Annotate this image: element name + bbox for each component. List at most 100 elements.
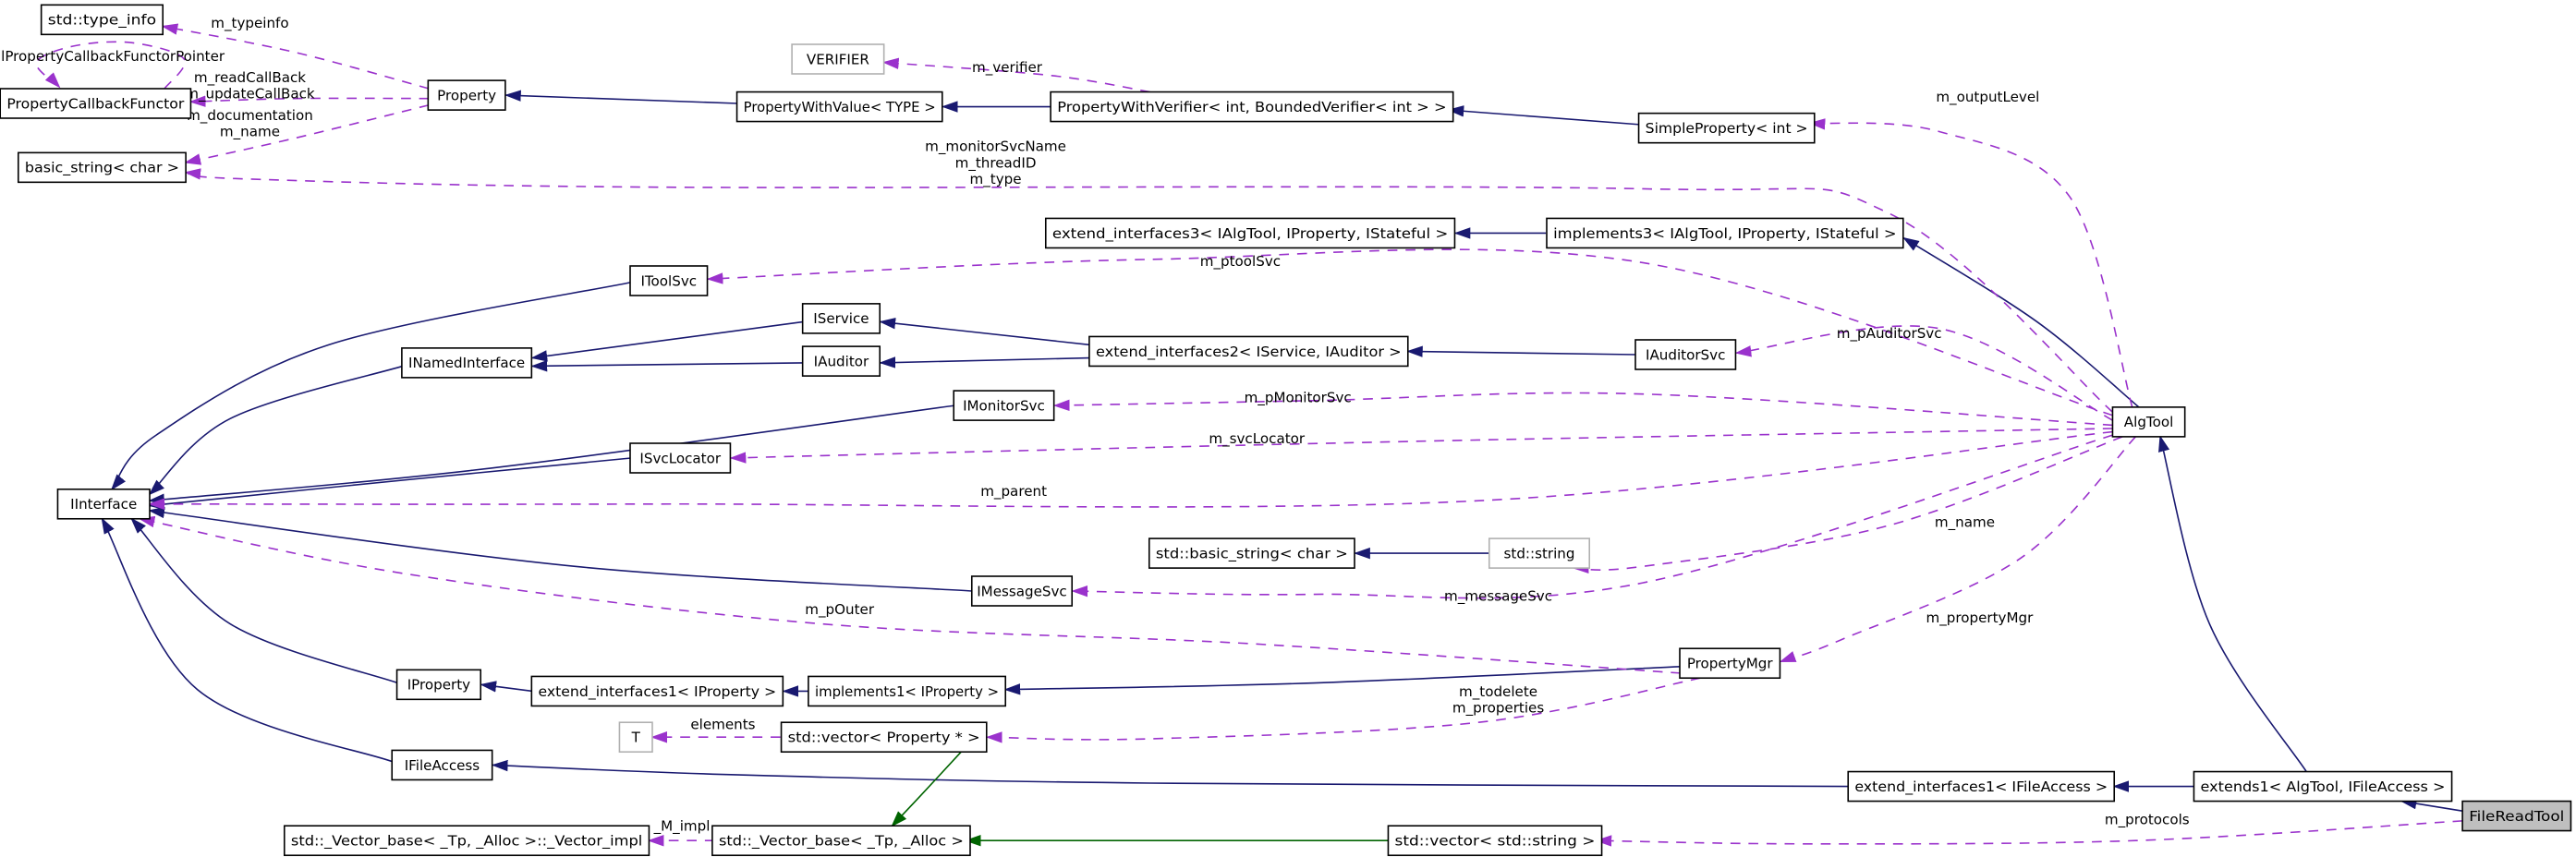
node-label-itoolsvc: IToolSvc	[640, 272, 697, 289]
node-vb[interactable]: std::_Vector_base< _Tp, _Alloc >	[711, 825, 971, 857]
node-imonitorsvc[interactable]: IMonitorSvc	[953, 390, 1055, 421]
node-std_basic_string[interactable]: std::basic_string< char >	[1148, 537, 1355, 569]
node-iproperty[interactable]: IProperty	[395, 669, 482, 701]
node-ifileaccess[interactable]: IFileAccess	[391, 749, 493, 781]
node-ei1p[interactable]: extend_interfaces1< IProperty >	[530, 675, 784, 707]
edge-algtool-uses-imessagesvc	[1071, 434, 2113, 599]
node-box-vec_string[interactable]	[1387, 825, 1603, 857]
node-ext1[interactable]: extends1< AlgTool, IFileAccess >	[2193, 770, 2453, 803]
node-box-ei2[interactable]	[1088, 335, 1409, 368]
node-prop_cb[interactable]: PropertyCallbackFunctor	[0, 88, 192, 119]
edge-propertymgr-uses-vecprop	[985, 677, 1701, 743]
node-isvclocator[interactable]: ISvcLocator	[629, 442, 732, 474]
node-pwverif[interactable]: PropertyWithVerifier< int, BoundedVerifi…	[1050, 91, 1454, 123]
node-iauditor[interactable]: IAuditor	[801, 345, 881, 377]
node-label-prop_cb: PropertyCallbackFunctor	[6, 95, 185, 112]
node-box-ifileaccess[interactable]	[391, 749, 493, 781]
node-box-prop_cb[interactable]	[0, 88, 192, 119]
node-label-iservice: IService	[813, 310, 869, 327]
edge-label: m_monitorSvcName	[925, 139, 1066, 156]
node-ei2[interactable]: extend_interfaces2< IService, IAuditor >	[1088, 335, 1409, 368]
edge-algtool-uses-imonitorsvc	[1052, 392, 2113, 427]
node-box-iauditor[interactable]	[801, 345, 881, 377]
node-box-ei1f[interactable]	[1847, 770, 2116, 803]
node-box-itoolsvc[interactable]	[629, 265, 709, 296]
node-impl1p[interactable]: implements1< IProperty >	[808, 675, 1007, 707]
node-box-vb[interactable]	[711, 825, 971, 857]
edge-filereadtool-uses-vecstring	[1595, 820, 2463, 847]
edge-algtool-uses-stdstring	[1572, 436, 2123, 573]
node-box-algtool[interactable]	[2111, 406, 2186, 438]
node-box-vb_impl[interactable]	[283, 825, 650, 857]
edge-label: m_name	[1935, 514, 1995, 532]
node-box-imonitorsvc[interactable]	[953, 390, 1055, 421]
edge-filereadtool-inherits-ext1	[2400, 797, 2463, 813]
node-box-iservice[interactable]	[801, 303, 881, 334]
edge-isvclocator-inherits-iinterface	[148, 457, 631, 511]
node-label-type_info: std::type_info	[48, 12, 156, 30]
node-ei3[interactable]: extend_interfaces3< IAlgTool, IProperty,…	[1044, 217, 1456, 249]
node-propertymgr[interactable]: PropertyMgr	[1679, 647, 1781, 680]
edge-label: _M_impl	[653, 818, 711, 836]
node-box-impl3[interactable]	[1546, 217, 1904, 249]
node-t_box[interactable]: T	[618, 721, 653, 754]
node-box-pwv[interactable]	[735, 91, 943, 123]
node-filereadtool[interactable]: FileReadTool	[2461, 800, 2572, 832]
node-pwv[interactable]: PropertyWithValue< TYPE >	[735, 91, 943, 123]
node-box-iinterface[interactable]	[56, 488, 151, 520]
node-vb_impl[interactable]: std::_Vector_base< _Tp, _Alloc >::_Vecto…	[283, 825, 650, 857]
node-iinterface[interactable]: IInterface	[56, 488, 151, 520]
node-box-t_box[interactable]	[618, 721, 653, 754]
node-box-type_info[interactable]	[40, 4, 164, 36]
edge-imonitorsvc-inherits-iinterface	[148, 404, 955, 505]
node-impl3[interactable]: implements3< IAlgTool, IProperty, IState…	[1546, 217, 1904, 249]
edge-algtool-uses-iinterface	[148, 430, 2113, 511]
node-iauditorsvc[interactable]: IAuditorSvc	[1634, 339, 1737, 370]
node-simpleprop[interactable]: SimpleProperty< int >	[1637, 112, 1816, 144]
node-imessagesvc[interactable]: IMessageSvc	[970, 575, 1074, 607]
node-inamed[interactable]: INamedInterface	[401, 347, 533, 379]
node-box-imessagesvc[interactable]	[970, 575, 1074, 607]
edge-label: m_svcLocator	[1209, 430, 1306, 448]
node-box-ei1p[interactable]	[530, 675, 784, 707]
node-ei1f[interactable]: extend_interfaces1< IFileAccess >	[1847, 770, 2116, 803]
node-label-iauditor: IAuditor	[814, 353, 869, 369]
node-box-property[interactable]	[427, 79, 506, 111]
edge-label: m_verifier	[972, 59, 1043, 77]
node-box-simpleprop[interactable]	[1637, 112, 1816, 144]
edge-label: m_pAuditorSvc	[1837, 325, 1942, 343]
node-box-std_basic_string[interactable]	[1148, 537, 1355, 569]
node-vec_prop[interactable]: std::vector< Property * >	[780, 721, 988, 754]
edge-iservice-inherits-inamed	[530, 320, 804, 362]
node-itoolsvc[interactable]: IToolSvc	[629, 265, 709, 296]
node-box-std_string[interactable]	[1488, 537, 1591, 569]
node-box-verifier[interactable]	[791, 43, 885, 75]
node-vec_string[interactable]: std::vector< std::string >	[1387, 825, 1603, 857]
node-box-iproperty[interactable]	[395, 669, 482, 701]
node-box-impl1p[interactable]	[808, 675, 1007, 707]
node-box-pwverif[interactable]	[1050, 91, 1454, 123]
node-box-ext1[interactable]	[2193, 770, 2453, 803]
node-basic_string[interactable]: basic_string< char >	[17, 151, 187, 184]
node-box-ei3[interactable]	[1044, 217, 1456, 249]
node-box-isvclocator[interactable]	[629, 442, 732, 474]
edge-ifileaccess-inherits-iinterface	[101, 517, 394, 763]
node-iservice[interactable]: IService	[801, 303, 881, 334]
node-type_info[interactable]: std::type_info	[40, 4, 164, 36]
node-box-propertymgr[interactable]	[1679, 647, 1781, 680]
node-box-inamed[interactable]	[401, 347, 533, 379]
node-box-filereadtool[interactable]	[2461, 800, 2572, 832]
node-box-iauditorsvc[interactable]	[1634, 339, 1737, 370]
node-box-basic_string[interactable]	[17, 151, 187, 184]
node-property[interactable]: Property	[427, 79, 506, 111]
edge-label: m_updateCallBack	[185, 86, 315, 103]
edge-label: m_parent	[980, 483, 1047, 501]
node-label-pwverif: PropertyWithVerifier< int, BoundedVerifi…	[1057, 99, 1446, 115]
node-box-vec_prop[interactable]	[780, 721, 988, 754]
node-label-pwv: PropertyWithValue< TYPE >	[744, 99, 936, 115]
node-algtool[interactable]: AlgTool	[2111, 406, 2186, 438]
node-verifier[interactable]: VERIFIER	[791, 43, 885, 75]
edge-algtool-uses-isvclocator	[729, 428, 2113, 464]
node-std_string[interactable]: std::string	[1488, 537, 1591, 569]
